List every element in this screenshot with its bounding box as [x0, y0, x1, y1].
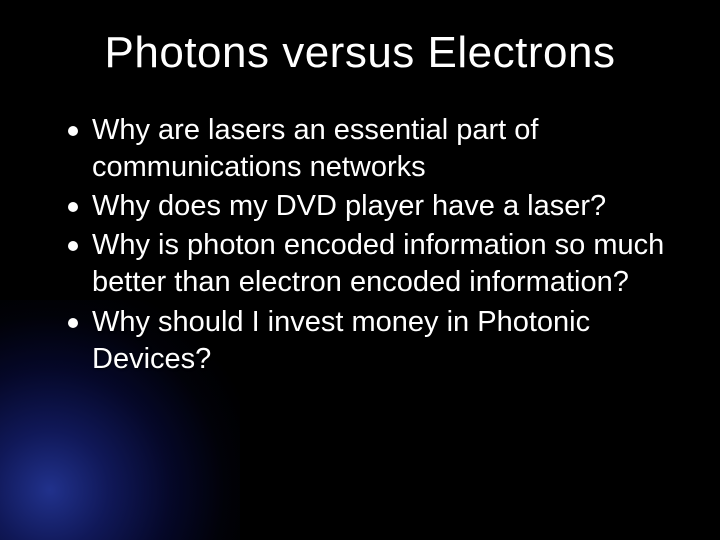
bullet-item: Why are lasers an essential part of comm… — [68, 112, 680, 186]
bullet-item: Why should I invest money in Photonic De… — [68, 304, 680, 378]
slide-title: Photons versus Electrons — [40, 28, 680, 78]
bullet-item: Why does my DVD player have a laser? — [68, 188, 680, 225]
bullet-list: Why are lasers an essential part of comm… — [40, 112, 680, 378]
slide-container: Photons versus Electrons Why are lasers … — [0, 0, 720, 540]
bullet-item: Why is photon encoded information so muc… — [68, 227, 680, 301]
